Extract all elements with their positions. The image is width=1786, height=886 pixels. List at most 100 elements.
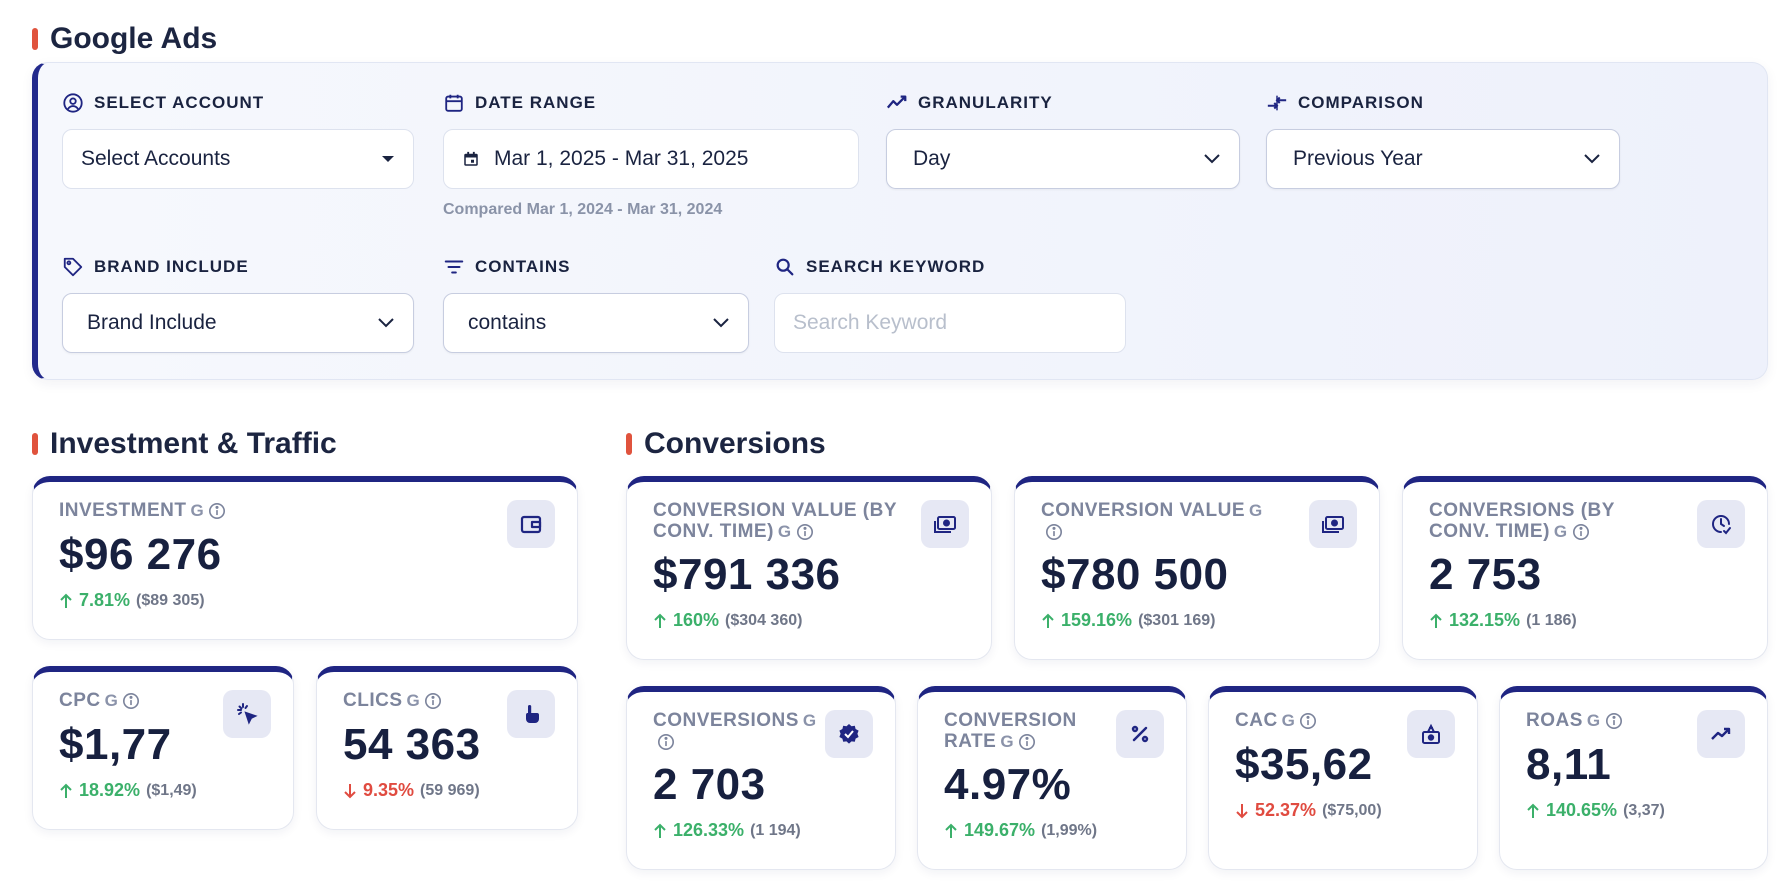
- brand-include-label: BRAND INCLUDE: [62, 255, 414, 279]
- section-title-text: Investment & Traffic: [50, 427, 337, 460]
- percent-icon: [1116, 710, 1164, 758]
- google-badge: G: [190, 501, 205, 521]
- search-placeholder: Search Keyword: [793, 311, 948, 334]
- date-range-label: DATE RANGE: [443, 91, 859, 115]
- date-range-picker[interactable]: Mar 1, 2025 - Mar 31, 2025: [443, 129, 859, 189]
- card-title: CONVERSION VALUE G: [1041, 500, 1281, 542]
- google-badge: G: [1281, 711, 1296, 731]
- date-range-group: DATE RANGE Mar 1, 2025 - Mar 31, 2025 Co…: [443, 91, 859, 219]
- arrow-down-icon: [344, 783, 356, 798]
- card-title: ROAS G: [1526, 710, 1623, 731]
- card-title: CONVERSION VALUE (BY CONV. TIME) G: [653, 500, 897, 542]
- arrow-up-icon: [945, 823, 957, 838]
- filter-panel: SELECT ACCOUNT Select Accounts DATE RANG…: [32, 62, 1768, 380]
- card-title: INVESTMENT G: [59, 500, 226, 521]
- card-title: CONVERSION RATE G: [944, 710, 1077, 752]
- search-keyword-label: SEARCH KEYWORD: [774, 255, 1126, 279]
- card-delta: 18.92% ($1,49): [59, 780, 197, 801]
- compare-arrows-icon: [1267, 95, 1287, 111]
- google-ads-title: Google Ads: [32, 22, 217, 56]
- card-value: 8,11: [1526, 740, 1612, 789]
- card-delta: 140.65% (3,37): [1526, 800, 1665, 821]
- cac-card: CAC G $35,62 52.37% ($75,00): [1208, 686, 1478, 870]
- info-icon[interactable]: [208, 502, 226, 520]
- section-title-text: Google Ads: [50, 22, 218, 55]
- contains-label: CONTAINS: [443, 255, 749, 279]
- card-value: $35,62: [1235, 740, 1373, 789]
- card-title: CPC G: [59, 690, 140, 711]
- info-icon[interactable]: [1572, 523, 1590, 541]
- google-badge: G: [104, 691, 119, 711]
- search-icon: [776, 258, 794, 276]
- card-delta: 159.16% ($301 169): [1041, 610, 1215, 631]
- cpc-card: CPC G $1,77 18.92% ($1,49): [32, 666, 294, 830]
- conversion-value-by-time-card: CONVERSION VALUE (BY CONV. TIME) G $791 3…: [626, 476, 992, 660]
- cash-icon: [921, 500, 969, 548]
- contains-select[interactable]: contains: [443, 293, 749, 353]
- arrow-down-icon: [1236, 803, 1248, 818]
- google-badge: G: [1000, 732, 1015, 752]
- google-badge: G: [1586, 711, 1601, 731]
- arrow-up-icon: [60, 783, 72, 798]
- card-delta: 149.67% (1,99%): [944, 820, 1097, 841]
- comparison-select[interactable]: Previous Year: [1266, 129, 1620, 189]
- moneybag-icon: [1407, 710, 1455, 758]
- caret-down-icon: [382, 156, 394, 162]
- google-badge: G: [802, 711, 817, 731]
- arrow-up-icon: [1527, 803, 1539, 818]
- comparison-label: COMPARISON: [1266, 91, 1620, 115]
- select-account-dropdown[interactable]: Select Accounts: [62, 129, 414, 189]
- card-title: CAC G: [1235, 710, 1317, 731]
- card-delta: 126.33% (1 194): [653, 820, 801, 841]
- info-icon[interactable]: [1299, 712, 1317, 730]
- granularity-label: GRANULARITY: [886, 91, 1240, 115]
- clock-check-icon: [1697, 500, 1745, 548]
- google-badge: G: [1553, 522, 1568, 542]
- select-account-label: SELECT ACCOUNT: [62, 91, 414, 115]
- search-keyword-group: SEARCH KEYWORD Search Keyword: [774, 255, 1126, 353]
- arrow-up-icon: [654, 823, 666, 838]
- brand-include-group: BRAND INCLUDE Brand Include: [62, 255, 414, 353]
- info-icon[interactable]: [122, 692, 140, 710]
- granularity-select[interactable]: Day: [886, 129, 1240, 189]
- select-account-group: SELECT ACCOUNT Select Accounts: [62, 91, 414, 189]
- arrow-up-icon: [1430, 613, 1442, 628]
- calendar-icon: [445, 94, 463, 112]
- info-icon[interactable]: [657, 733, 675, 751]
- section-accent-bar: [626, 433, 632, 455]
- card-value: $791 336: [653, 550, 841, 599]
- cursor-click-icon: [223, 690, 271, 738]
- granularity-group: GRANULARITY Day: [886, 91, 1240, 189]
- chevron-down-icon: [378, 318, 394, 328]
- comparison-note: Compared Mar 1, 2024 - Mar 31, 2024: [443, 201, 723, 218]
- google-badge: G: [777, 522, 792, 542]
- info-icon[interactable]: [424, 692, 442, 710]
- info-icon[interactable]: [1018, 733, 1036, 751]
- card-title: CONVERSIONS G: [653, 710, 823, 752]
- card-value: 2 703: [653, 760, 766, 809]
- chevron-down-icon: [1204, 154, 1220, 164]
- google-badge: G: [406, 691, 421, 711]
- calendar-icon: [464, 151, 478, 166]
- section-accent-bar: [32, 433, 38, 455]
- brand-include-select[interactable]: Brand Include: [62, 293, 414, 353]
- card-value: 2 753: [1429, 550, 1542, 599]
- conversion-rate-card: CONVERSION RATE G 4.97% 149.67% (1,99%): [917, 686, 1187, 870]
- card-delta: 132.15% (1 186): [1429, 610, 1577, 631]
- user-circle-icon: [63, 93, 83, 113]
- chevron-down-icon: [713, 318, 729, 328]
- info-icon[interactable]: [1605, 712, 1623, 730]
- card-value: 4.97%: [944, 760, 1072, 809]
- card-value: 54 363: [343, 720, 481, 769]
- section-accent-bar: [32, 28, 38, 50]
- roas-card: ROAS G 8,11 140.65% (3,37): [1499, 686, 1768, 870]
- card-title: CONVERSIONS (BY CONV. TIME) G: [1429, 500, 1615, 542]
- info-icon[interactable]: [796, 523, 814, 541]
- hand-tap-icon: [507, 690, 555, 738]
- filter-lines-icon: [444, 260, 464, 274]
- info-icon[interactable]: [1045, 523, 1063, 541]
- verified-badge-icon: [825, 710, 873, 758]
- search-keyword-input[interactable]: Search Keyword: [774, 293, 1126, 353]
- arrow-up-icon: [60, 593, 72, 608]
- wallet-icon: [507, 500, 555, 548]
